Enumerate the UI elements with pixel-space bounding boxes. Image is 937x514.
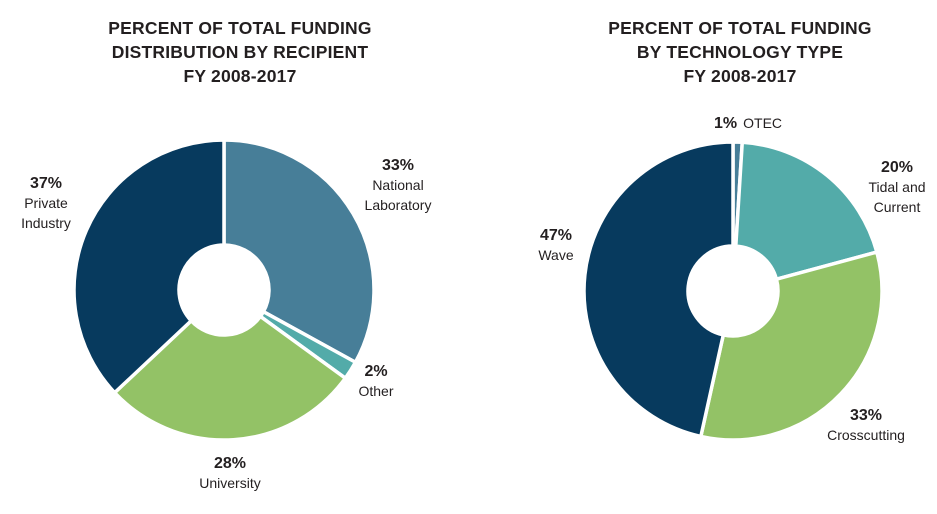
pie-slice-tidal-and-current: [733, 140, 879, 282]
donut-recipient: 33% National Laboratory 2% Other 28% Universit…: [21, 138, 432, 491]
slice-name-private-industry: Private: [24, 195, 68, 211]
slice-percent-tidal-and-current: 20%: [881, 159, 913, 176]
pie-slice-private-industry: [72, 138, 226, 396]
slice-name-private-industry: Industry: [21, 215, 71, 231]
slice-percent-university: 28%: [214, 455, 246, 472]
pie-slice-university: [112, 314, 348, 442]
chart-title-recipient: PERCENT OF TOTAL FUNDING DISTRIBUTION BY…: [70, 16, 410, 88]
slice-name-tidal-and-current: Current: [874, 199, 921, 215]
pie-slice-national-laboratory: [222, 138, 376, 365]
pie-slice-crosscutting: [698, 249, 884, 442]
title-line: FY 2008-2017: [683, 66, 797, 86]
slice-percent-crosscutting: 33%: [850, 407, 882, 424]
title-line: PERCENT OF TOTAL FUNDING: [608, 18, 872, 38]
slice-percent-wave: 47%: [540, 227, 572, 244]
slice-percent-private-industry: 37%: [30, 175, 62, 192]
chart-title-technology: PERCENT OF TOTAL FUNDING BY TECHNOLOGY T…: [570, 16, 910, 88]
slice-percent-national-laboratory: 33%: [382, 157, 414, 174]
slice-percent: 1%: [714, 115, 737, 132]
title-line: PERCENT OF TOTAL FUNDING: [108, 18, 372, 38]
slice-name-other: Other: [358, 383, 393, 399]
title-line: DISTRIBUTION BY RECIPIENT: [111, 42, 369, 62]
slice-name: OTEC: [743, 115, 782, 131]
slice-label-otec: 1% OTEC: [714, 115, 782, 132]
slice-name-national-laboratory: National: [372, 177, 423, 193]
slice-name-national-laboratory: Laboratory: [365, 197, 432, 213]
slice-name-wave: Wave: [538, 247, 573, 263]
slice-name-tidal-and-current: Tidal and: [868, 179, 925, 195]
donut-technology: 1% OTEC 20% Tidal and Current 33% Crosscutting…: [538, 115, 925, 443]
slice-name-crosscutting: Crosscutting: [827, 427, 905, 443]
title-line: BY TECHNOLOGY TYPE: [636, 42, 844, 62]
pie-slice-wave: [582, 140, 735, 439]
slice-name-university: University: [199, 475, 260, 491]
title-line: FY 2008-2017: [183, 66, 297, 86]
slice-percent-other: 2%: [364, 363, 387, 380]
